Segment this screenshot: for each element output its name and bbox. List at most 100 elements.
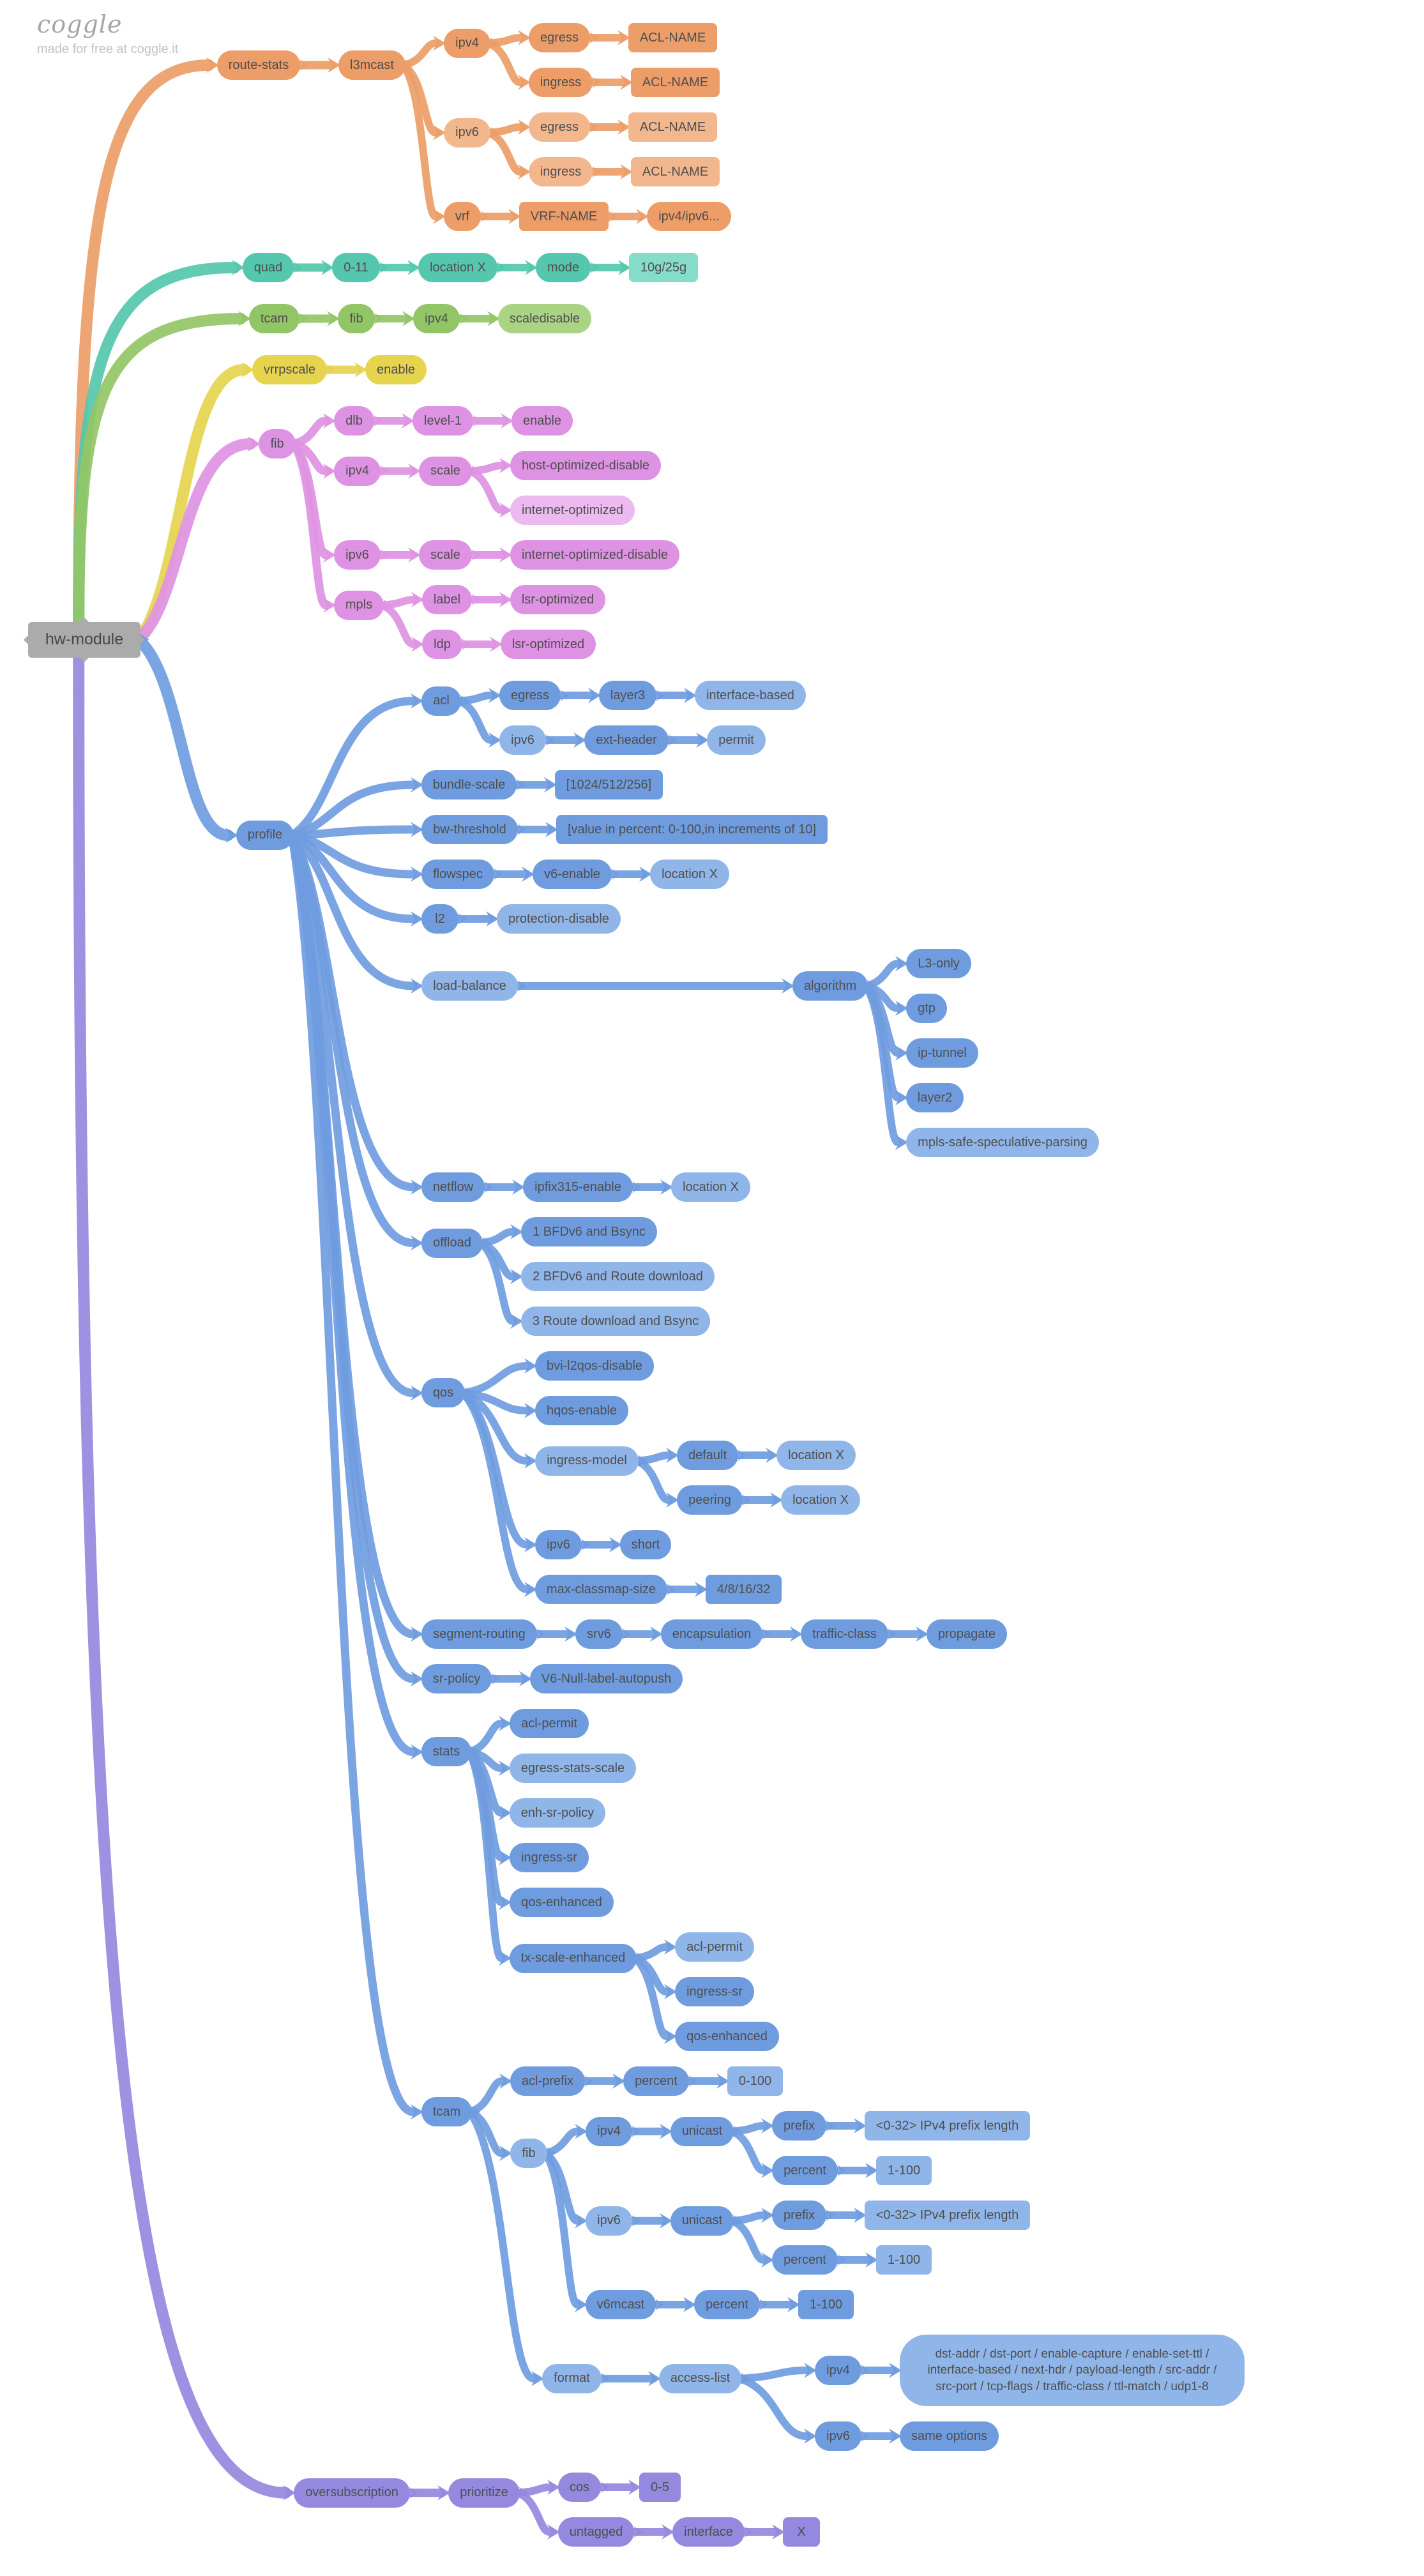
node-lsr-optimized[interactable]: lsr-optimized [510,585,605,614]
node-egress[interactable]: egress [499,681,561,710]
node-oversubscription[interactable]: oversubscription [294,2478,410,2508]
node-enable[interactable]: enable [365,355,427,384]
node-tcam[interactable]: tcam [249,304,299,333]
node-egress[interactable]: egress [529,23,590,52]
node-level-1[interactable]: level-1 [413,406,473,436]
node-bvi-l2qos-disable[interactable]: bvi-l2qos-disable [535,1351,654,1381]
node-tcam[interactable]: tcam [421,2097,472,2127]
node-1024-512-256[interactable]: [1024/512/256] [555,770,663,799]
node-mode[interactable]: mode [536,253,591,282]
node-format[interactable]: format [542,2363,602,2393]
node-prefix[interactable]: prefix [772,2201,826,2230]
node-v6mcast[interactable]: v6mcast [586,2290,656,2319]
node-ldp[interactable]: ldp [422,630,462,659]
node-access-list[interactable]: access-list [659,2363,741,2393]
node-percent[interactable]: percent [623,2066,689,2096]
node-egress-stats-scale[interactable]: egress-stats-scale [510,1754,636,1783]
node-profile[interactable]: profile [236,820,294,850]
node-vrf-name[interactable]: VRF-NAME [519,202,609,231]
node-lsr-optimized[interactable]: lsr-optimized [501,630,596,659]
node-layer2[interactable]: layer2 [906,1083,964,1112]
node-location-x[interactable]: location X [650,860,729,889]
node-scale[interactable]: scale [419,540,472,570]
node-1-100[interactable]: 1-100 [876,2156,932,2185]
node-3-route-download-and-bsync[interactable]: 3 Route download and Bsync [521,1307,710,1336]
node-untagged[interactable]: untagged [558,2517,634,2547]
node-ingress-model[interactable]: ingress-model [535,1446,639,1476]
node-qos[interactable]: qos [421,1378,465,1408]
node-ipv6[interactable]: ipv6 [815,2421,861,2451]
node-encapsulation[interactable]: encapsulation [661,1619,762,1649]
node-unicast[interactable]: unicast [670,2206,734,2236]
node-vrrpscale[interactable]: vrrpscale [252,355,327,384]
node-ext-header[interactable]: ext-header [584,725,669,755]
node-ingress[interactable]: ingress [529,68,593,97]
node-ipv4[interactable]: ipv4 [444,28,490,58]
node-gtp[interactable]: gtp [906,994,947,1023]
node-x[interactable]: X [783,2517,820,2547]
node-10g-25g[interactable]: 10g/25g [629,253,698,282]
node-ipv6[interactable]: ipv6 [444,117,490,148]
node-ipv6[interactable]: ipv6 [586,2206,632,2236]
node-default[interactable]: default [677,1441,738,1470]
node-acl-name[interactable]: ACL-NAME [631,157,720,186]
node-dst-addr-dst-port-enable-capture-enable-set-ttl-[interactable]: dst-addr / dst-port / enable-capture / e… [900,2335,1245,2406]
node-ipv6[interactable]: ipv6 [499,725,546,755]
node-bundle-scale[interactable]: bundle-scale [421,770,517,799]
node-max-classmap-size[interactable]: max-classmap-size [535,1575,667,1604]
node-fib[interactable]: fib [338,304,375,333]
node-interface-based[interactable]: interface-based [695,681,806,710]
node-route-stats[interactable]: route-stats [217,50,300,80]
node-offload[interactable]: offload [421,1228,483,1258]
node-host-optimized-disable[interactable]: host-optimized-disable [510,451,661,480]
node-qos-enhanced[interactable]: qos-enhanced [675,2022,779,2051]
node-algorithm[interactable]: algorithm [792,971,868,1001]
node-fib[interactable]: fib [510,2139,547,2169]
node-label[interactable]: label [422,585,472,614]
node-mpls-safe-speculative-parsing[interactable]: mpls-safe-speculative-parsing [906,1128,1099,1157]
node-acl-name[interactable]: ACL-NAME [631,68,720,97]
node-vrf[interactable]: vrf [444,202,481,231]
node-ipv4[interactable]: ipv4 [586,2116,632,2146]
node-short[interactable]: short [620,1530,671,1559]
node-internet-optimized-disable[interactable]: internet-optimized-disable [510,540,679,570]
node-0-32-ipv4-prefix-length[interactable]: <0-32> IPv4 prefix length [865,2201,1030,2230]
node-ipv4[interactable]: ipv4 [413,304,460,333]
node-v6-null-label-autopush[interactable]: V6-Null-label-autopush [530,1664,683,1693]
node-ip-tunnel[interactable]: ip-tunnel [906,1038,978,1068]
node-value-in-percent-0-100-in-increments-of-10[interactable]: [value in percent: 0-100,in increments o… [556,815,828,844]
node-acl-permit[interactable]: acl-permit [675,1932,754,1962]
node-mpls[interactable]: mpls [334,590,384,620]
node-percent[interactable]: percent [772,2156,838,2185]
node-0-32-ipv4-prefix-length[interactable]: <0-32> IPv4 prefix length [865,2111,1030,2140]
node-load-balance[interactable]: load-balance [421,971,518,1001]
node-traffic-class[interactable]: traffic-class [801,1619,888,1649]
node-ipv6[interactable]: ipv6 [535,1530,582,1559]
node-1-100[interactable]: 1-100 [876,2245,932,2275]
node-location-x[interactable]: location X [418,253,497,282]
node-ipfix315-enable[interactable]: ipfix315-enable [523,1172,633,1202]
node-cos[interactable]: cos [558,2473,601,2502]
node-0-5[interactable]: 0-5 [639,2473,681,2502]
node-bw-threshold[interactable]: bw-threshold [421,815,518,844]
node-ipv6[interactable]: ipv6 [334,540,381,570]
node-same-options[interactable]: same options [900,2421,999,2451]
node-ipv4[interactable]: ipv4 [815,2356,861,2385]
node-permit[interactable]: permit [707,725,766,755]
node-0-100[interactable]: 0-100 [727,2066,783,2096]
node-stats[interactable]: stats [421,1737,471,1767]
node-2-bfdv6-and-route-download[interactable]: 2 BFDv6 and Route download [521,1262,715,1291]
node-sr-policy[interactable]: sr-policy [421,1664,492,1693]
node-acl-name[interactable]: ACL-NAME [628,112,717,142]
node-location-x[interactable]: location X [776,1441,856,1470]
node-acl-prefix[interactable]: acl-prefix [510,2066,585,2096]
node-l2[interactable]: l2 [421,904,458,934]
node-prefix[interactable]: prefix [772,2111,826,2140]
node-1-bfdv6-and-bsync[interactable]: 1 BFDv6 and Bsync [521,1217,657,1246]
node-ingress-sr[interactable]: ingress-sr [675,1977,754,2006]
node-location-x[interactable]: location X [671,1172,750,1202]
node-internet-optimized[interactable]: internet-optimized [510,496,635,525]
node-l3-only[interactable]: L3-only [906,949,971,978]
node-ingress[interactable]: ingress [529,157,593,186]
node-v6-enable[interactable]: v6-enable [533,860,612,889]
